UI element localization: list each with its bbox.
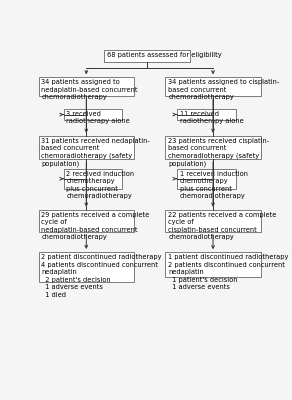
FancyBboxPatch shape bbox=[64, 169, 123, 189]
Text: 3 received
radiotherapy alone: 3 received radiotherapy alone bbox=[66, 111, 130, 124]
FancyBboxPatch shape bbox=[166, 77, 260, 96]
Text: 2 patient discontinued radiotherapy
4 patients discontinued concurrent
nedaplati: 2 patient discontinued radiotherapy 4 pa… bbox=[41, 254, 162, 298]
Text: 31 patients received nedaplatin-
based concurrent
chemoradiotherapy (safety
popu: 31 patients received nedaplatin- based c… bbox=[41, 138, 150, 168]
FancyBboxPatch shape bbox=[39, 77, 134, 96]
FancyBboxPatch shape bbox=[39, 210, 134, 232]
FancyBboxPatch shape bbox=[166, 210, 260, 232]
Text: 22 patients received a complete
cycle of
cisplatin-based concurrent
chemoradioth: 22 patients received a complete cycle of… bbox=[168, 212, 277, 240]
FancyBboxPatch shape bbox=[166, 136, 260, 159]
Text: 34 patients assigned to
nedaplatin-based concurrent
chemoradiotherapy: 34 patients assigned to nedaplatin-based… bbox=[41, 80, 138, 100]
Text: 23 patients received cisplatin-
based concurrent
chemoradiotherapy (safety
popul: 23 patients received cisplatin- based co… bbox=[168, 138, 269, 168]
FancyBboxPatch shape bbox=[39, 252, 134, 282]
FancyBboxPatch shape bbox=[64, 109, 123, 120]
FancyBboxPatch shape bbox=[177, 109, 236, 120]
FancyBboxPatch shape bbox=[39, 136, 134, 159]
Text: 34 patients assigned to cisplatin-
based concurrent
chemoradiotherapy: 34 patients assigned to cisplatin- based… bbox=[168, 80, 279, 100]
Text: 1 patient discontinued radiotherapy
2 patients discontinued concurrent
nedaplati: 1 patient discontinued radiotherapy 2 pa… bbox=[168, 254, 288, 290]
Text: 68 patients assessed for eligibility: 68 patients assessed for eligibility bbox=[107, 52, 222, 58]
Text: 1 received induction
chemotherapy
plus concurrent
chemoradiotherapy: 1 received induction chemotherapy plus c… bbox=[180, 171, 248, 199]
FancyBboxPatch shape bbox=[166, 252, 260, 278]
Text: 11 received
radiotherapy alone: 11 received radiotherapy alone bbox=[180, 111, 243, 124]
Text: 2 received induction
chemotherapy
plus concurrent
chemoradiotherapy: 2 received induction chemotherapy plus c… bbox=[66, 171, 135, 199]
Text: 29 patients received a complete
cycle of
nedaplatin-based concurrent
chemoradiot: 29 patients received a complete cycle of… bbox=[41, 212, 150, 240]
FancyBboxPatch shape bbox=[105, 50, 190, 62]
FancyBboxPatch shape bbox=[177, 169, 236, 189]
